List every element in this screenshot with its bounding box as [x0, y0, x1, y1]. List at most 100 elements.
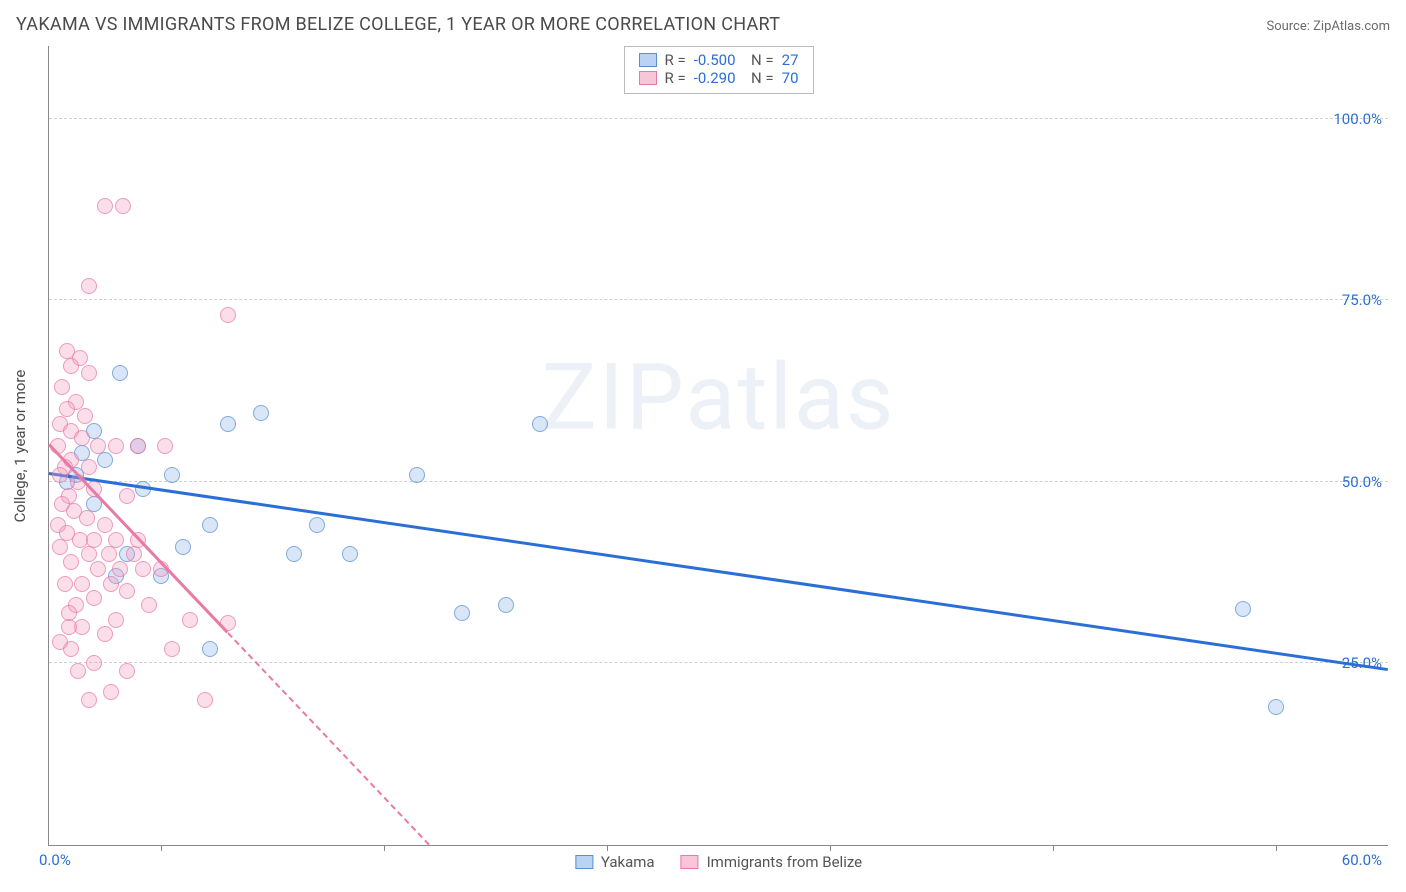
gridline-h — [49, 481, 1388, 482]
data-point — [175, 539, 191, 555]
data-point — [90, 438, 106, 454]
legend-series: Yakama Immigrants from Belize — [575, 853, 862, 871]
chart-container: YAKAMA VS IMMIGRANTS FROM BELIZE COLLEGE… — [0, 0, 1406, 892]
x-tick — [1053, 845, 1054, 851]
legend-stats-row: R = -0.290 N = 70 — [638, 69, 798, 87]
data-point — [108, 532, 124, 548]
data-point — [86, 655, 102, 671]
x-axis-max-label: 60.0% — [1342, 851, 1382, 869]
data-point — [454, 605, 470, 621]
data-point — [182, 612, 198, 628]
data-point — [119, 663, 135, 679]
data-point — [119, 583, 135, 599]
data-point — [97, 517, 113, 533]
y-axis-title: College, 1 year or more — [11, 370, 29, 523]
data-point — [97, 198, 113, 214]
data-point — [409, 467, 425, 483]
legend-label: Yakama — [601, 853, 655, 871]
legend-stats-row: R = -0.500 N = 27 — [638, 51, 798, 69]
data-point — [1235, 601, 1251, 617]
legend-label: Immigrants from Belize — [707, 853, 863, 871]
data-point — [115, 198, 131, 214]
legend-r-value: -0.500 — [694, 51, 736, 69]
data-point — [202, 517, 218, 533]
data-point — [126, 546, 142, 562]
data-point — [77, 408, 93, 424]
legend-r-value: -0.290 — [694, 69, 736, 87]
legend-swatch-pink — [638, 71, 656, 85]
data-point — [54, 379, 70, 395]
gridline-h — [49, 299, 1388, 300]
data-point — [81, 278, 97, 294]
data-point — [253, 405, 269, 421]
x-tick — [830, 845, 831, 851]
data-point — [220, 416, 236, 432]
data-point — [52, 634, 68, 650]
y-tick-label: 50.0% — [1342, 473, 1382, 491]
y-tick-label: 75.0% — [1342, 291, 1382, 309]
x-tick — [384, 845, 385, 851]
data-point — [286, 546, 302, 562]
data-point — [119, 488, 135, 504]
data-point — [63, 358, 79, 374]
data-point — [57, 576, 73, 592]
y-tick-label: 100.0% — [1333, 110, 1382, 128]
title-bar: YAKAMA VS IMMIGRANTS FROM BELIZE COLLEGE… — [16, 14, 1390, 35]
data-point — [103, 684, 119, 700]
data-point — [63, 554, 79, 570]
data-point — [157, 438, 173, 454]
data-point — [1268, 699, 1284, 715]
data-point — [164, 641, 180, 657]
gridline-h — [49, 118, 1388, 119]
x-tick — [1276, 845, 1277, 851]
source-label: Source: — [1266, 19, 1313, 34]
data-point — [202, 641, 218, 657]
data-point — [70, 663, 86, 679]
data-point — [97, 452, 113, 468]
legend-n-value: 70 — [782, 69, 799, 87]
data-point — [52, 539, 68, 555]
data-point — [86, 590, 102, 606]
data-point — [141, 597, 157, 613]
trendline — [227, 632, 429, 845]
data-point — [101, 546, 117, 562]
legend-n-label: N = — [744, 69, 774, 87]
data-point — [498, 597, 514, 613]
data-point — [309, 517, 325, 533]
x-tick — [607, 845, 608, 851]
legend-n-label: N = — [744, 51, 774, 69]
data-point — [103, 576, 119, 592]
data-point — [81, 459, 97, 475]
legend-swatch-blue — [575, 855, 593, 869]
data-point — [81, 546, 97, 562]
data-point — [135, 561, 151, 577]
source-name: ZipAtlas.com — [1313, 19, 1390, 34]
legend-r-label: R = — [664, 51, 685, 69]
data-point — [197, 692, 213, 708]
data-point — [342, 546, 358, 562]
x-tick — [161, 845, 162, 851]
data-point — [112, 561, 128, 577]
data-point — [112, 365, 128, 381]
data-point — [130, 438, 146, 454]
trendline — [49, 472, 1388, 671]
legend-swatch-blue — [638, 53, 656, 67]
data-point — [59, 401, 75, 417]
x-axis-min-label: 0.0% — [39, 851, 71, 869]
legend-n-value: 27 — [782, 51, 799, 69]
legend-item: Immigrants from Belize — [681, 853, 863, 871]
data-point — [164, 467, 180, 483]
plot-area: ZIPatlas R = -0.500 N = 27 R = -0.290 N … — [48, 46, 1388, 846]
legend-swatch-pink — [681, 855, 699, 869]
chart-title: YAKAMA VS IMMIGRANTS FROM BELIZE COLLEGE… — [16, 14, 780, 35]
legend-item: Yakama — [575, 853, 655, 871]
gridline-h — [49, 662, 1388, 663]
data-point — [220, 307, 236, 323]
watermark: ZIPatlas — [542, 344, 896, 451]
data-point — [108, 438, 124, 454]
legend-r-label: R = — [664, 69, 685, 87]
data-point — [79, 510, 95, 526]
source-attribution: Source: ZipAtlas.com — [1266, 19, 1390, 34]
data-point — [81, 365, 97, 381]
legend-stats: R = -0.500 N = 27 R = -0.290 N = 70 — [623, 46, 813, 94]
